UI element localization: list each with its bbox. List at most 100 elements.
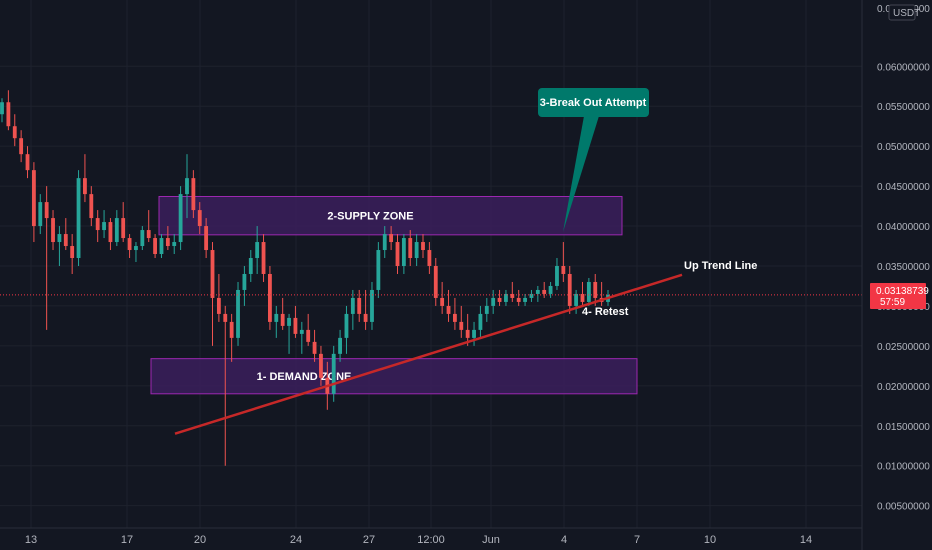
candle-body	[389, 234, 394, 243]
candle-body	[446, 305, 451, 314]
candle-body	[580, 293, 585, 302]
candle-body	[204, 226, 209, 251]
candle-body	[516, 297, 521, 302]
candle-body	[83, 178, 87, 195]
candle-body	[242, 273, 247, 290]
y-tick-label: 0.04500000	[877, 182, 930, 193]
x-tick-label: 24	[290, 534, 302, 546]
up-trend-line[interactable]	[174, 273, 683, 435]
candle-body	[191, 178, 196, 211]
candle-body	[510, 293, 515, 298]
candle-body	[293, 317, 298, 334]
candle-body	[274, 313, 279, 322]
candle-body	[338, 337, 342, 354]
candle-body	[185, 178, 189, 195]
candle-body	[586, 281, 591, 302]
candle-body	[197, 210, 202, 227]
candle-body	[574, 293, 579, 306]
candle-body	[261, 242, 266, 274]
x-tick-label: 4	[561, 534, 567, 546]
current-price-value: 0.03138739	[876, 286, 929, 297]
candle-body	[376, 250, 381, 290]
currency-label: USDT	[893, 8, 920, 19]
candle-body	[350, 297, 355, 314]
candle-body	[287, 317, 291, 326]
candle-body	[248, 258, 253, 274]
price-axis[interactable]: 0.00500000 0.01000000 0.01500000 0.02000000…	[861, 0, 930, 550]
candle-body	[312, 341, 317, 354]
candle-body	[57, 234, 62, 243]
candle-body	[229, 321, 234, 338]
candle-body	[146, 230, 151, 239]
candlestick-series	[0, 90, 610, 466]
candle-body	[12, 126, 17, 139]
currency-badge[interactable]	[888, 4, 916, 21]
candle-body	[108, 222, 113, 243]
candle-body	[38, 202, 43, 227]
y-tick-label: 0.05500000	[877, 102, 930, 113]
candle-body	[542, 289, 547, 294]
candle-body	[523, 297, 527, 302]
candle-body	[452, 313, 457, 322]
candle-body	[382, 234, 387, 251]
candle-body	[178, 194, 183, 243]
y-tick-label: 0.00500000	[877, 502, 930, 513]
candle-body	[127, 238, 132, 251]
candle-body	[70, 246, 75, 259]
y-tick-label: 0.04000000	[877, 222, 930, 233]
y-tick-label: 0.02000000	[877, 382, 930, 393]
y-tick-label: 0.05000000	[877, 142, 930, 153]
candle-body	[414, 242, 419, 259]
candle-body	[268, 273, 272, 322]
candle-body	[357, 297, 362, 314]
candle-countdown: 57:59	[880, 297, 905, 308]
candle-body	[236, 289, 240, 338]
breakout-callout-label: 3-Break Out Attempt	[540, 97, 647, 109]
y-tick-label: 0.02500000	[877, 342, 930, 353]
candle-body	[153, 238, 158, 255]
candle-body	[370, 289, 374, 322]
x-tick-label: 20	[194, 534, 206, 546]
supply-zone-label: 2-SUPPLY ZONE	[327, 211, 413, 223]
callout-pointer	[563, 116, 599, 232]
candle-body	[561, 265, 566, 274]
x-tick-label: Jun	[482, 534, 500, 546]
y-tick-label: 0.01000000	[877, 462, 930, 473]
time-axis[interactable]: 13 17 20 24 27 12:00 Jun 4 7 10 14	[0, 527, 862, 546]
candle-body	[548, 285, 553, 294]
x-tick-label: 27	[363, 534, 375, 546]
x-tick-label: 17	[121, 534, 133, 546]
x-tick-label: 12:00	[417, 534, 445, 546]
candle-body	[140, 230, 145, 247]
x-tick-label: 10	[704, 534, 716, 546]
candle-body	[114, 218, 119, 243]
candle-body	[472, 329, 476, 338]
candle-body	[593, 281, 598, 298]
candle-body	[484, 305, 489, 314]
candle-body	[89, 194, 94, 219]
candle-body	[363, 313, 368, 322]
supply-zone[interactable]	[158, 196, 623, 236]
candle-body	[504, 293, 508, 302]
candle-body	[6, 102, 11, 127]
candle-body	[567, 273, 572, 306]
candle-body	[497, 297, 502, 302]
candle-body	[555, 265, 559, 286]
breakout-callout-box[interactable]	[538, 88, 649, 117]
candle-body	[529, 293, 534, 298]
candle-body	[102, 222, 106, 231]
candle-body	[459, 321, 464, 330]
candle-body	[319, 353, 323, 378]
candle-body	[76, 178, 81, 259]
candle-body	[427, 250, 432, 266]
candle-body	[25, 154, 30, 171]
candle-body	[478, 313, 483, 330]
trend-line-label: Up Trend Line	[684, 260, 757, 272]
y-tick-label: 0.06000000	[877, 62, 930, 73]
candle-body	[216, 297, 221, 314]
candle-body	[172, 242, 177, 247]
candle-body	[210, 250, 215, 298]
candle-body	[408, 238, 413, 259]
candle-body	[401, 238, 406, 266]
